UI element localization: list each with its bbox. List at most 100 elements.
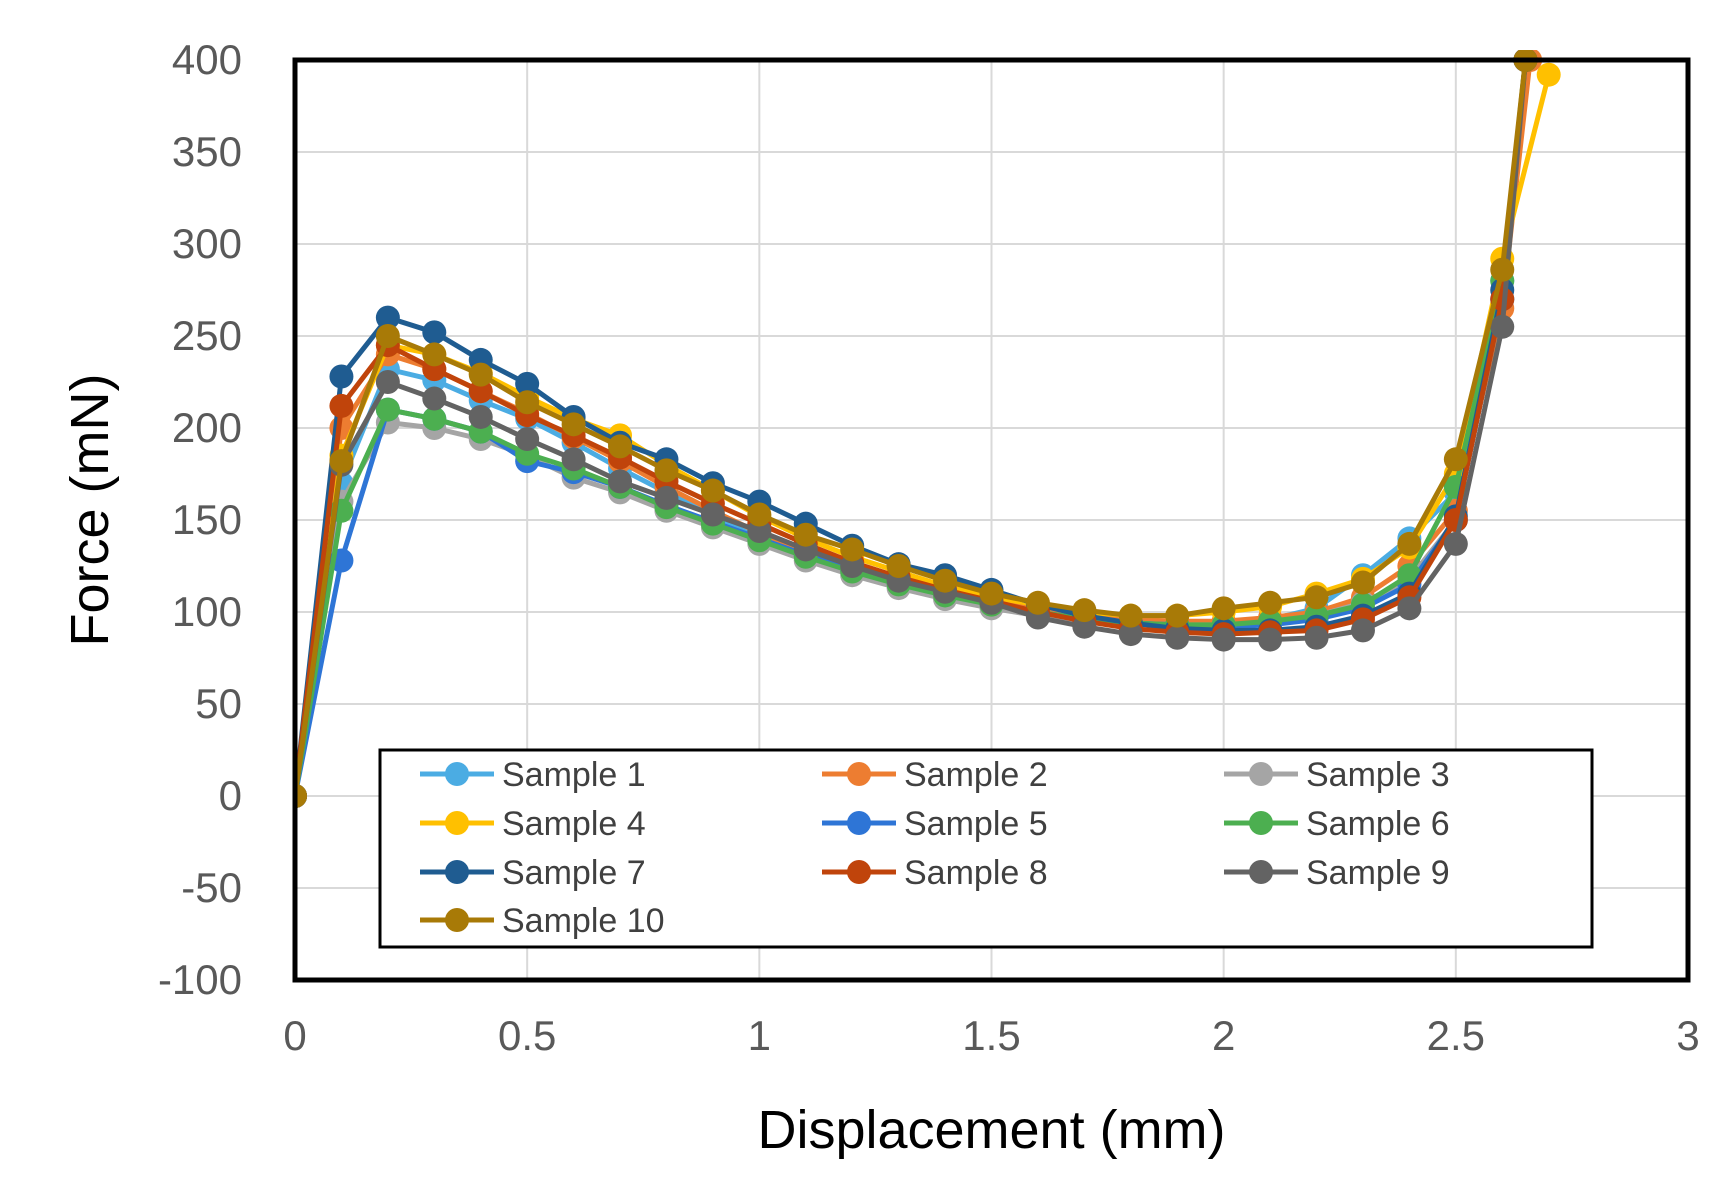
- legend-item: Sample 9: [1224, 854, 1450, 892]
- data-point: [1304, 625, 1329, 650]
- data-point: [1211, 627, 1236, 652]
- data-point: [468, 362, 493, 387]
- legend-label: Sample 4: [502, 805, 646, 843]
- data-point: [375, 370, 400, 394]
- data-point: [1072, 598, 1097, 623]
- data-point: [1536, 62, 1561, 87]
- data-point: [561, 447, 586, 472]
- data-point: [561, 412, 586, 437]
- data-point: [979, 581, 1004, 606]
- data-point: [1072, 614, 1097, 639]
- y-tick-label: 400: [172, 36, 242, 83]
- y-tick-label: 350: [172, 128, 242, 175]
- data-point: [329, 393, 354, 418]
- legend-label: Sample 8: [904, 854, 1048, 892]
- data-point: [654, 458, 679, 483]
- data-point: [1490, 257, 1515, 282]
- data-point: [654, 485, 679, 510]
- data-point: [1350, 570, 1375, 595]
- data-point: [933, 568, 958, 593]
- data-point: [1118, 603, 1143, 628]
- data-point: [1304, 585, 1329, 610]
- data-point: [1258, 627, 1283, 652]
- data-point: [793, 522, 818, 547]
- y-tick-label: 200: [172, 404, 242, 451]
- series-line: [295, 59, 1528, 797]
- legend-item: Sample 6: [1224, 805, 1450, 843]
- legend-item: Sample 5: [822, 805, 1048, 843]
- x-tick-label: 0.5: [498, 1012, 556, 1059]
- y-tick-label: 50: [195, 680, 242, 727]
- data-point: [375, 324, 400, 348]
- legend-label: Sample 3: [1306, 756, 1450, 794]
- data-point: [1025, 590, 1050, 615]
- data-point: [747, 519, 772, 544]
- data-point: [422, 386, 447, 411]
- legend: Sample 1 Sample 2 Sample 3 Sample 4 Sample 5…: [378, 748, 1594, 949]
- legend-swatch-marker: [1249, 811, 1273, 835]
- x-tick-label: 1: [748, 1012, 771, 1059]
- legend-item: Sample 7: [420, 854, 646, 892]
- data-point: [1490, 314, 1515, 339]
- series-line: [295, 59, 1528, 797]
- x-tick-label: 3: [1676, 1012, 1699, 1059]
- data-point: [422, 342, 447, 367]
- data-point: [468, 404, 493, 429]
- y-tick-label: 250: [172, 312, 242, 359]
- x-tick-label: 2.5: [1427, 1012, 1485, 1059]
- tick-labels: 0 0.5 1 1.5 2 2.5 3 -100 -50 0 50 100 150 200 250 300 35…: [158, 36, 1700, 1059]
- x-axis-title: Displacement (mm): [757, 1100, 1225, 1160]
- series-line: [295, 59, 1528, 797]
- data-point: [840, 554, 865, 578]
- series-line: [295, 74, 1552, 797]
- data-point: [1165, 625, 1190, 650]
- series-line: [295, 59, 1528, 797]
- data-point: [375, 305, 400, 330]
- legend-label: Sample 10: [502, 902, 665, 940]
- legend-swatch-marker: [445, 860, 469, 884]
- y-tick-label: 0: [219, 772, 242, 819]
- legend-label: Sample 9: [1306, 854, 1450, 892]
- legend-label: Sample 2: [904, 756, 1048, 794]
- data-point: [886, 554, 911, 578]
- y-tick-label: 300: [172, 220, 242, 267]
- data-point: [1118, 622, 1143, 647]
- y-tick-label: -50: [181, 864, 242, 911]
- legend-swatch-marker: [847, 811, 871, 835]
- legend-item: Sample 4: [420, 805, 646, 843]
- series-line: [295, 59, 1528, 797]
- legend-box: [378, 748, 1594, 949]
- legend-label: Sample 7: [502, 854, 646, 892]
- legend-item: Sample 1: [420, 756, 646, 794]
- x-tick-label: 0: [283, 1012, 306, 1059]
- legend-label: Sample 1: [502, 756, 646, 794]
- data-point: [1443, 447, 1468, 472]
- legend-swatch-marker: [1249, 860, 1273, 884]
- data-point: [1165, 603, 1190, 628]
- data-point: [329, 364, 354, 389]
- data-point: [1211, 596, 1236, 621]
- x-tick-label: 1.5: [962, 1012, 1020, 1059]
- data-point: [700, 478, 725, 503]
- plot-area-border: [292, 57, 1691, 983]
- legend-item: Sample 2: [822, 756, 1048, 794]
- y-tick-label: 100: [172, 588, 242, 635]
- data-point: [700, 502, 725, 527]
- data-point: [515, 390, 540, 415]
- y-tick-label: -100: [158, 956, 242, 1003]
- legend-swatch-marker: [445, 811, 469, 835]
- legend-swatch-marker: [445, 908, 469, 932]
- legend-label: Sample 5: [904, 805, 1048, 843]
- data-point: [515, 427, 540, 452]
- data-point: [295, 784, 307, 808]
- legend-item: Sample 8: [822, 854, 1048, 892]
- data-point: [515, 371, 540, 396]
- data-point: [1397, 531, 1422, 556]
- legend-swatch-marker: [445, 762, 469, 786]
- data-point: [422, 320, 447, 345]
- data-point: [329, 449, 354, 474]
- data-point: [1397, 596, 1422, 621]
- legend-swatch-marker: [1249, 762, 1273, 786]
